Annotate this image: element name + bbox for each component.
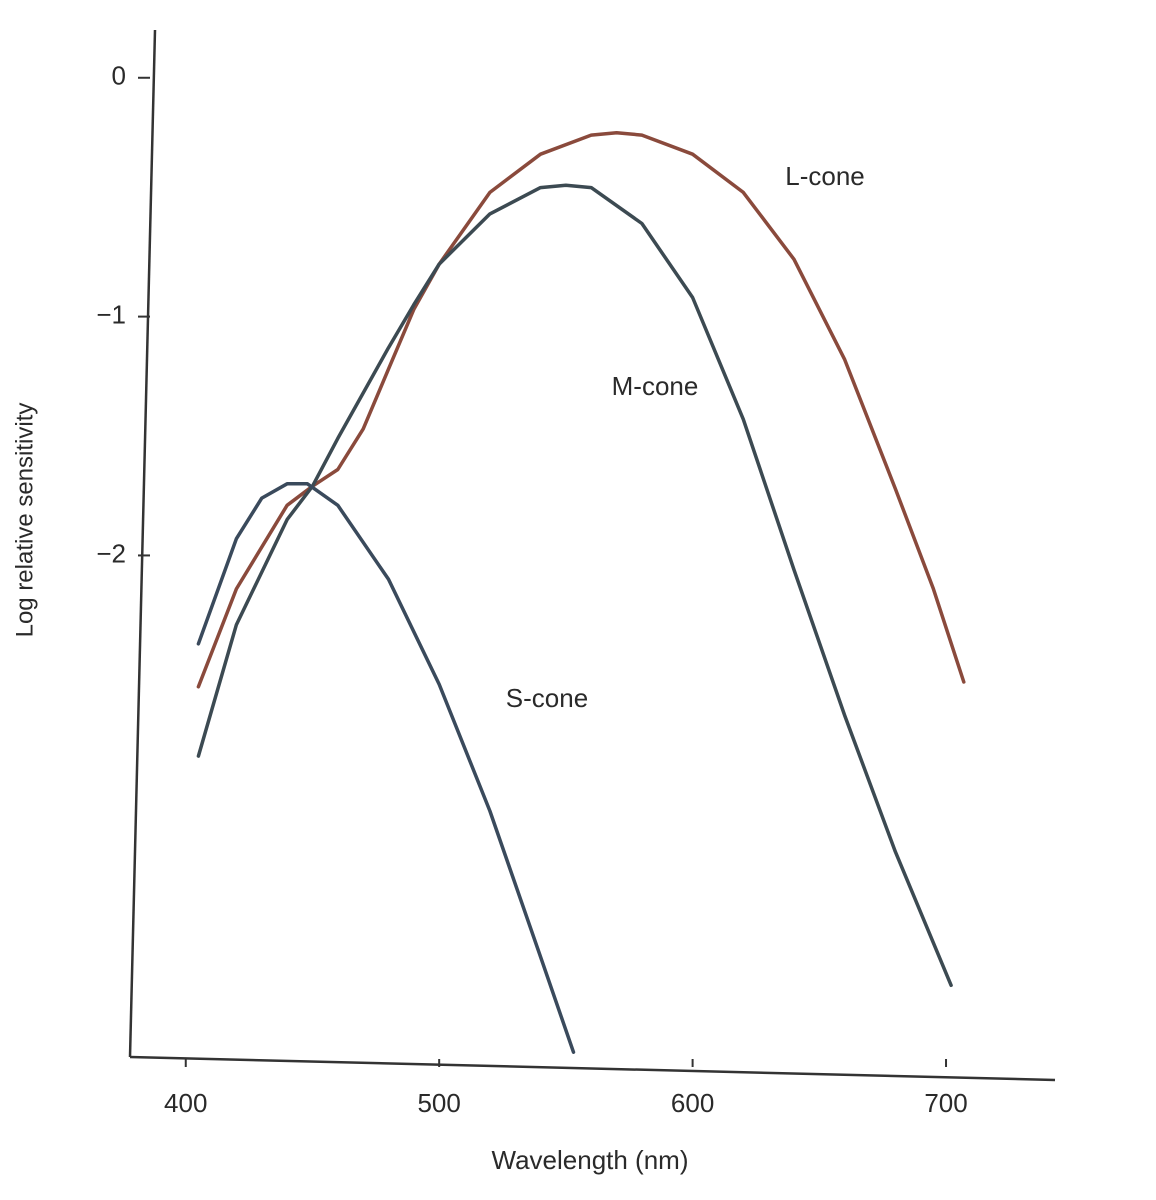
y-tick-label: 0 bbox=[112, 61, 126, 91]
x-tick-label: 400 bbox=[164, 1088, 207, 1118]
x-tick-label: 500 bbox=[417, 1088, 460, 1118]
series-line bbox=[196, 482, 576, 1054]
y-axis-title: Log relative sensitivity bbox=[11, 403, 38, 638]
y-tick-label: −2 bbox=[96, 538, 126, 568]
x-tick-label: 600 bbox=[671, 1088, 714, 1118]
y-tick-label: −1 bbox=[96, 299, 126, 329]
x-axis bbox=[129, 1055, 1056, 1082]
x-tick-label: 700 bbox=[924, 1088, 967, 1118]
x-axis-title: Wavelength (nm) bbox=[492, 1145, 689, 1175]
series-line bbox=[196, 130, 966, 689]
series-label: L-cone bbox=[785, 161, 865, 191]
series-line bbox=[196, 183, 953, 988]
series-label: S-cone bbox=[506, 683, 588, 713]
series-label: M-cone bbox=[612, 371, 699, 401]
y-axis bbox=[128, 29, 157, 1058]
